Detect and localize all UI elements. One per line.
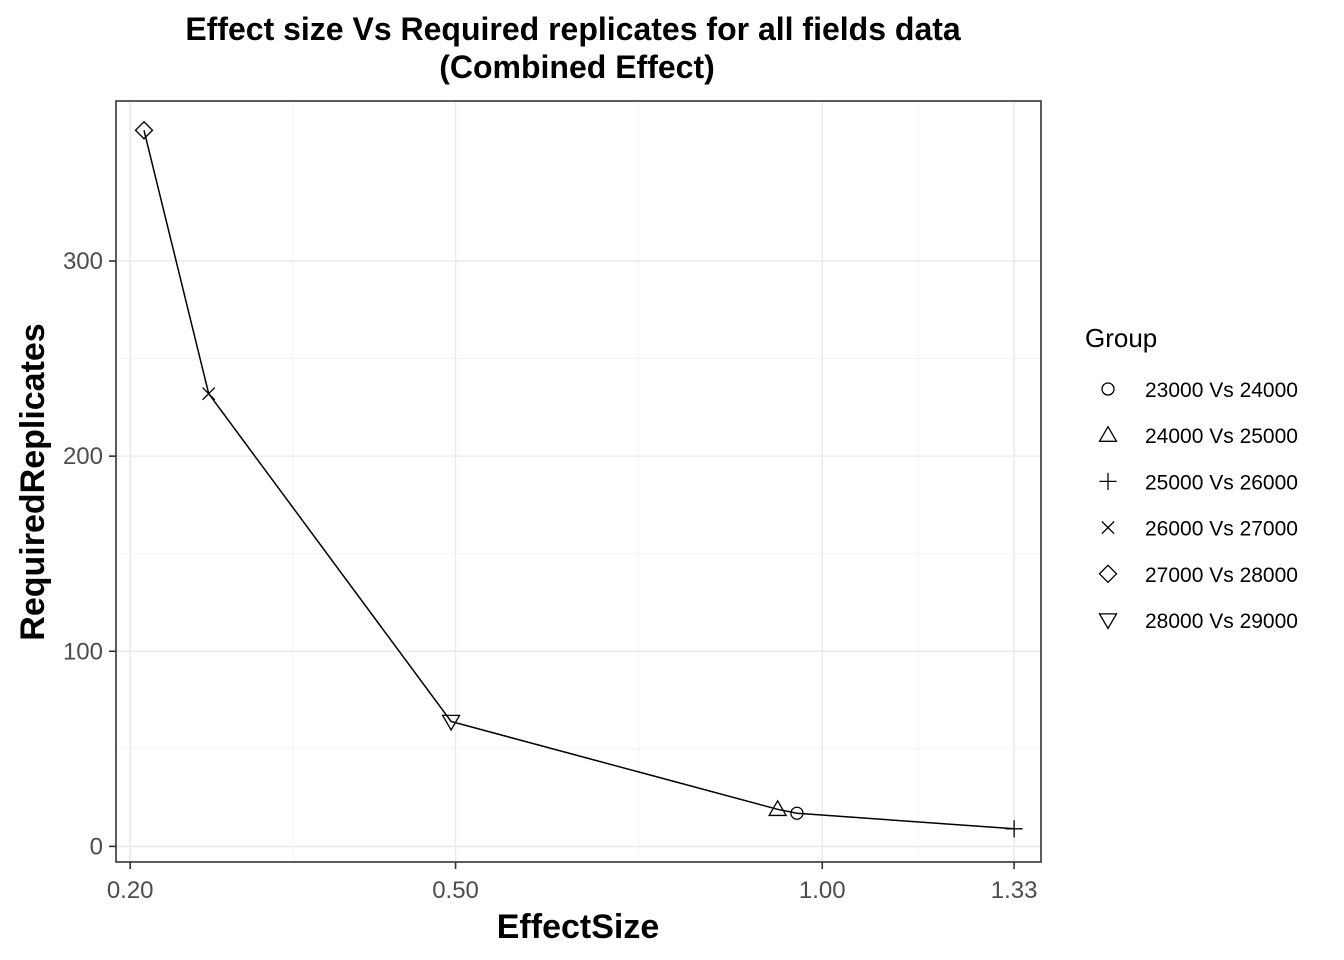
legend-key-diamond xyxy=(1098,564,1118,584)
y-tick-label: 0 xyxy=(90,833,103,860)
legend-key-triangle-up xyxy=(1098,425,1118,442)
trend-line xyxy=(143,130,1015,830)
legend-key-cross xyxy=(1101,521,1115,535)
legend-key-triangle-down xyxy=(1098,613,1118,630)
legend-label: 28000 Vs 29000 xyxy=(1145,610,1298,633)
y-axis-title: RequiredReplicates xyxy=(14,323,52,640)
legend-key-circle xyxy=(1101,382,1115,396)
legend-key-plus xyxy=(1099,472,1117,490)
plot-background xyxy=(116,101,1041,862)
legend-items: 23000 Vs 24000 24000 Vs 25000 25000 Vs 260… xyxy=(1098,379,1298,633)
y-tick-label: 100 xyxy=(63,638,103,665)
chart-subtitle: (Combined Effect) xyxy=(439,49,715,85)
grid-minor xyxy=(116,101,1041,862)
legend-label: 26000 Vs 27000 xyxy=(1145,518,1298,541)
x-axis-title: EffectSize xyxy=(497,908,660,946)
legend-item: 27000 Vs 28000 xyxy=(1098,564,1298,587)
data-point-diamond xyxy=(134,120,154,140)
legend-item: 25000 Vs 26000 xyxy=(1099,471,1298,494)
legend-item: 28000 Vs 29000 xyxy=(1098,610,1298,633)
data-point-plus xyxy=(1005,820,1023,838)
y-tick-label: 300 xyxy=(63,248,103,275)
legend: Group 23000 Vs 24000 24000 Vs 25000 25000 … xyxy=(1085,323,1298,633)
legend-label: 27000 Vs 28000 xyxy=(1145,564,1298,587)
series-line xyxy=(143,130,1015,830)
plot-area xyxy=(115,100,1042,863)
legend-label: 25000 Vs 26000 xyxy=(1145,471,1298,494)
data-point-cross xyxy=(202,387,216,401)
x-tick-label: 0.50 xyxy=(432,877,479,904)
legend-title: Group xyxy=(1085,323,1157,353)
data-point-triangle-down xyxy=(441,714,461,732)
chart-title: Effect size Vs Required replicates for a… xyxy=(185,11,961,47)
x-tick-label: 0.20 xyxy=(107,877,154,904)
legend-item: 26000 Vs 27000 xyxy=(1101,518,1298,541)
legend-item: 24000 Vs 25000 xyxy=(1098,425,1298,448)
x-axis: 0.20 0.50 1.00 1.33 xyxy=(107,862,1038,904)
grid-major xyxy=(116,101,1041,862)
y-tick-label: 200 xyxy=(63,443,103,470)
x-tick-label: 1.33 xyxy=(991,877,1038,904)
legend-label: 24000 Vs 25000 xyxy=(1145,425,1298,448)
legend-label: 23000 Vs 24000 xyxy=(1145,379,1298,402)
data-points xyxy=(134,120,1023,838)
plot-border xyxy=(115,100,1042,863)
legend-item: 23000 Vs 24000 xyxy=(1101,379,1298,402)
data-point-triangle-up xyxy=(767,799,788,817)
x-tick-label: 1.00 xyxy=(799,877,846,904)
y-axis: 0 100 200 300 xyxy=(63,248,116,860)
data-point-circle xyxy=(790,806,804,820)
